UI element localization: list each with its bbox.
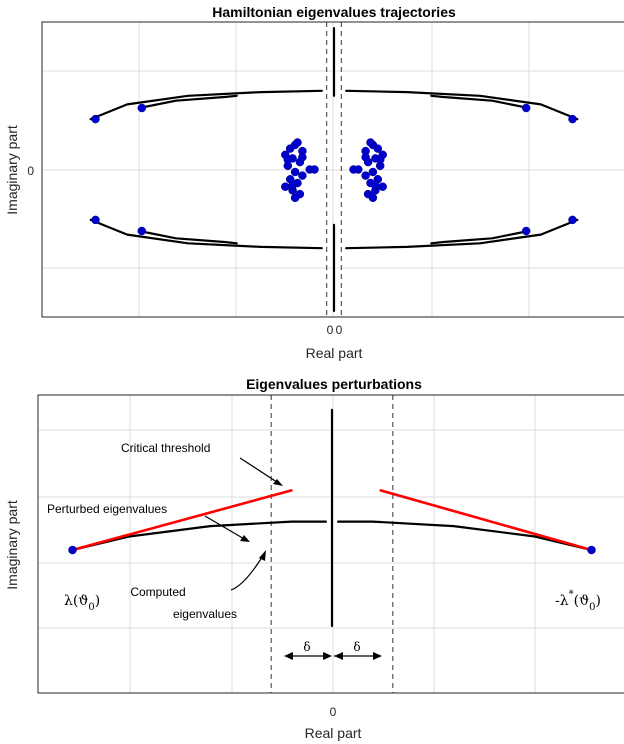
series-line [337, 520, 593, 552]
data-point [371, 181, 380, 190]
threshold-guides [270, 395, 394, 693]
data-point [361, 152, 370, 162]
series-line [89, 218, 323, 250]
series-line [138, 229, 238, 245]
x-tick-label: 0 [336, 323, 343, 337]
y-tick-label: 0 [27, 164, 34, 178]
data-point [290, 193, 300, 203]
data-point [298, 171, 307, 180]
arrowhead [273, 479, 283, 486]
annotation-arrow [239, 457, 281, 485]
chart-title: Eigenvalues perturbations [246, 376, 422, 392]
data-point [521, 226, 531, 236]
data-point [290, 167, 300, 177]
series-line [71, 489, 293, 552]
lambda-left-label: λ(ϑ0) [64, 593, 100, 613]
series-line [379, 489, 593, 552]
lambda-right-label: -λ*(ϑ0) [555, 589, 601, 613]
annotation-computed: eigenvalues [173, 607, 237, 621]
arrowhead [373, 652, 382, 660]
series-line [89, 89, 323, 121]
series-line [430, 94, 530, 110]
arrowhead [334, 652, 343, 660]
data-point [68, 545, 77, 555]
delta-symbol: δ [303, 640, 310, 654]
series-line [138, 94, 238, 110]
chart-title: Hamiltonian eigenvalues trajectories [212, 4, 456, 20]
arrowhead [240, 535, 250, 542]
data-point [375, 155, 385, 164]
trajectory-curves [89, 27, 579, 312]
data-point [298, 152, 307, 162]
data-point [288, 181, 297, 190]
series-line [345, 218, 579, 250]
chart-panel-perturbations: Eigenvalues perturbations 0 Real part Im… [4, 376, 624, 741]
arrowhead [259, 550, 266, 561]
data-point [293, 138, 302, 147]
chart-panel-trajectories: Hamiltonian eigenvalues trajectories 0 0… [4, 4, 624, 361]
annotation-critical-threshold: Critical threshold [121, 441, 210, 455]
data-point [285, 144, 295, 153]
data-point [91, 215, 100, 225]
data-point [283, 155, 293, 164]
data-point [281, 182, 290, 191]
data-point [368, 167, 378, 177]
eigenvalue-curves [71, 408, 593, 628]
data-point [587, 545, 596, 555]
arrowhead [284, 652, 293, 660]
annotation-arrow [204, 515, 247, 541]
threshold-guides [326, 22, 342, 317]
data-point [368, 193, 378, 203]
x-tick-label: 0 [327, 323, 334, 337]
data-point [373, 144, 383, 153]
arrowhead [323, 652, 332, 660]
y-axis-label: Imaginary part [4, 500, 20, 590]
eigenvalue-markers [68, 545, 596, 555]
plot-frame [37, 394, 624, 694]
x-tick-label: 0 [330, 705, 337, 719]
x-axis-label: Real part [305, 725, 362, 741]
delta-symbol: δ [353, 640, 360, 654]
data-point [91, 114, 100, 124]
series-line [345, 89, 579, 121]
data-point [378, 182, 387, 191]
data-point [366, 138, 375, 147]
data-point [568, 114, 577, 124]
data-point [568, 215, 577, 225]
eigenvalue-markers [91, 103, 577, 236]
y-axis-label: Imaginary part [4, 125, 20, 215]
data-point [349, 165, 358, 174]
annotation-computed: Computed [130, 585, 185, 599]
series-line [430, 229, 530, 245]
data-point [137, 103, 147, 113]
annotation-perturbed-eigenvalues: Perturbed eigenvalues [47, 502, 167, 516]
data-point [310, 165, 319, 174]
data-point [137, 226, 147, 236]
x-axis-label: Real part [306, 345, 363, 361]
data-point [521, 103, 531, 113]
data-point [361, 171, 370, 180]
plot-frame [41, 21, 624, 318]
